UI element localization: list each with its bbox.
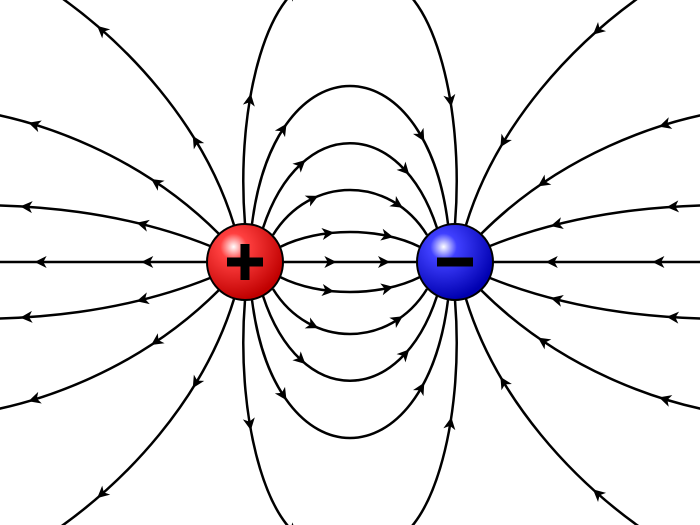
field-line [35,0,234,225]
field-line [0,290,219,414]
field-line [380,300,457,525]
field-line [0,278,210,319]
field-line [35,299,234,525]
field-arrow [413,128,430,145]
field-line [380,0,457,224]
field-lines [0,0,700,525]
field-line [0,205,210,246]
positive-charge [207,224,283,300]
negative-charge [417,224,493,300]
field-arrow [188,375,205,392]
field-arrow [389,311,406,328]
field-line [490,205,700,246]
field-arrow [495,134,512,151]
field-arrow [148,333,165,350]
field-arrow [27,392,42,407]
field-arrow [148,174,165,191]
field-arrow [275,120,292,137]
field-arrow [275,387,292,404]
field-arrow [657,392,672,407]
field-arrow [27,117,42,132]
field-line [273,190,427,235]
field-arrow [535,333,552,350]
field-line [273,289,427,334]
field-line [481,110,700,234]
field-arrow [188,133,205,150]
field-line [481,290,700,414]
field-line [243,300,320,525]
field-line [252,86,448,224]
field-line [243,0,320,224]
field-arrow [535,175,552,192]
field-arrow [657,117,672,132]
field-arrow [305,317,321,333]
field-line [252,300,448,438]
field-arrow [305,190,321,206]
field-line [490,278,700,319]
field-arrow [413,380,430,397]
field-line [280,277,420,292]
dipole-field-diagram [0,0,700,525]
field-line [466,299,665,525]
field-arrow [495,374,512,391]
field-line [0,110,219,234]
field-line [466,0,665,225]
field-arrow [389,196,406,213]
field-line [280,232,420,247]
